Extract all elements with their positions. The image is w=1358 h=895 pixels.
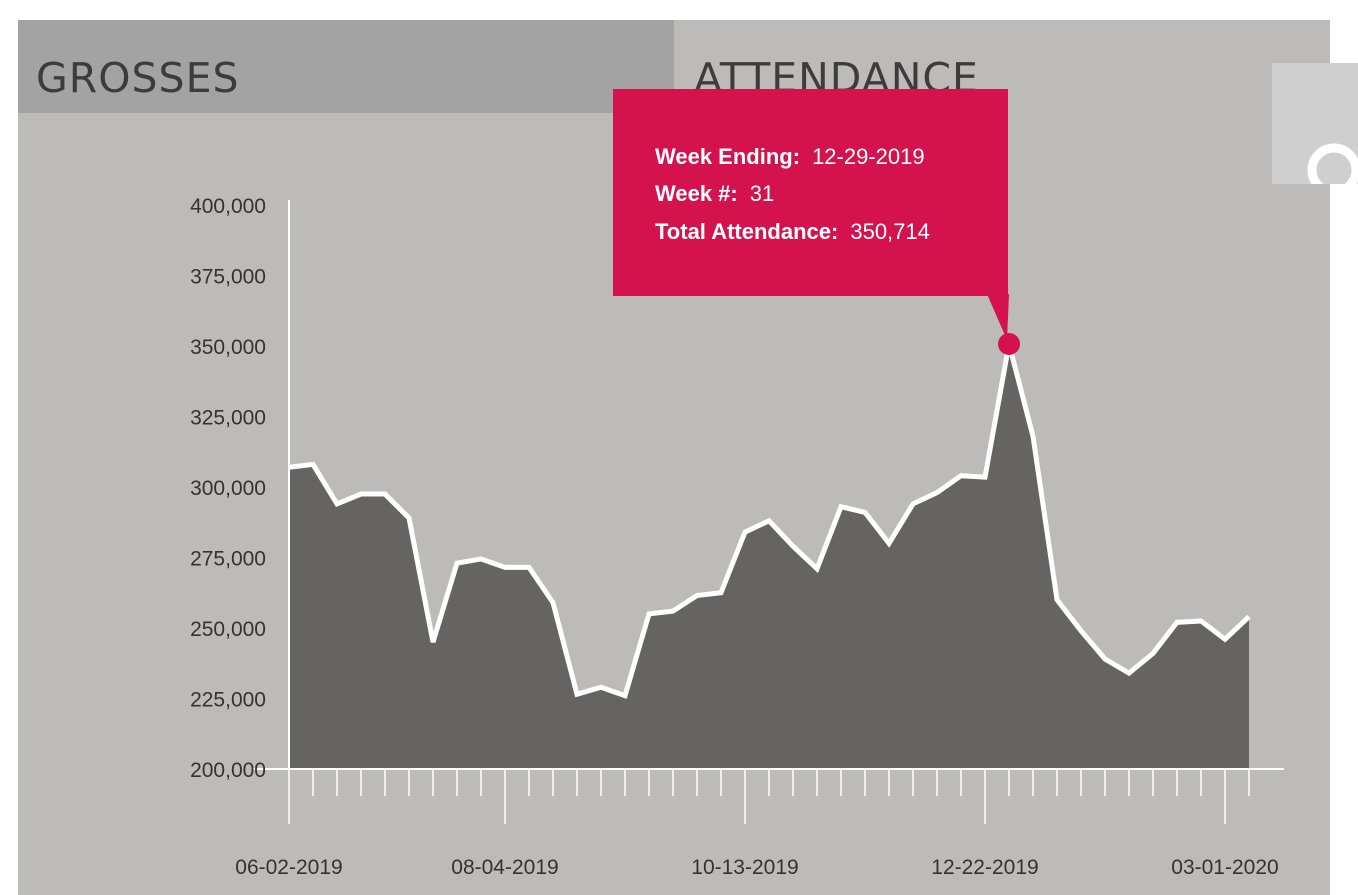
tooltip-pointer [987, 294, 1009, 340]
y-tick-label: 350,000 [190, 336, 266, 359]
y-tick-label: 225,000 [190, 689, 266, 712]
y-tick-label: 325,000 [190, 407, 266, 430]
tooltip-week-ending: Week Ending: 12-29-2019 [655, 146, 925, 168]
highlight-point [998, 332, 1020, 355]
tooltip-week-number-value: 31 [749, 181, 775, 206]
y-tick-label: 400,000 [190, 195, 266, 218]
tab-grosses-label: GROSSES [36, 54, 240, 102]
search-button[interactable] [1272, 63, 1358, 207]
x-tick-label: 06-02-2019 [235, 856, 342, 879]
tab-grosses[interactable]: GROSSES [18, 20, 674, 113]
y-tick-label: 375,000 [190, 266, 266, 289]
tooltip: Week Ending: 12-29-2019 Week #: 31 Total A… [613, 89, 1008, 296]
tooltip-week-ending-label: Week Ending: [655, 144, 801, 169]
tooltip-week-number: Week #: 31 [655, 183, 774, 205]
area-series [289, 343, 1249, 769]
x-tick-label: 12-22-2019 [931, 856, 1038, 879]
y-tick-label: 200,000 [190, 759, 266, 782]
x-tick-label: 03-01-2020 [1171, 856, 1278, 879]
tooltip-week-number-label: Week #: [655, 181, 738, 206]
y-tick-label: 300,000 [190, 477, 266, 500]
y-tick-label: 275,000 [190, 548, 266, 571]
tooltip-total-attendance-value: 350,714 [850, 219, 930, 244]
tooltip-week-ending-value: 12-29-2019 [812, 144, 925, 169]
attendance-area-chart: 200,000 225,000 250,000 275,000 300,000 325,0… [190, 195, 1284, 879]
tooltip-total-attendance-label: Total Attendance: [655, 219, 839, 244]
x-tick-label: 08-04-2019 [451, 856, 558, 879]
search-icon [1298, 143, 1358, 207]
series-line [288, 343, 1251, 699]
y-tick-label: 250,000 [190, 618, 266, 641]
x-tick-label: 10-13-2019 [691, 856, 798, 879]
tooltip-total-attendance: Total Attendance: 350,714 [655, 221, 930, 243]
